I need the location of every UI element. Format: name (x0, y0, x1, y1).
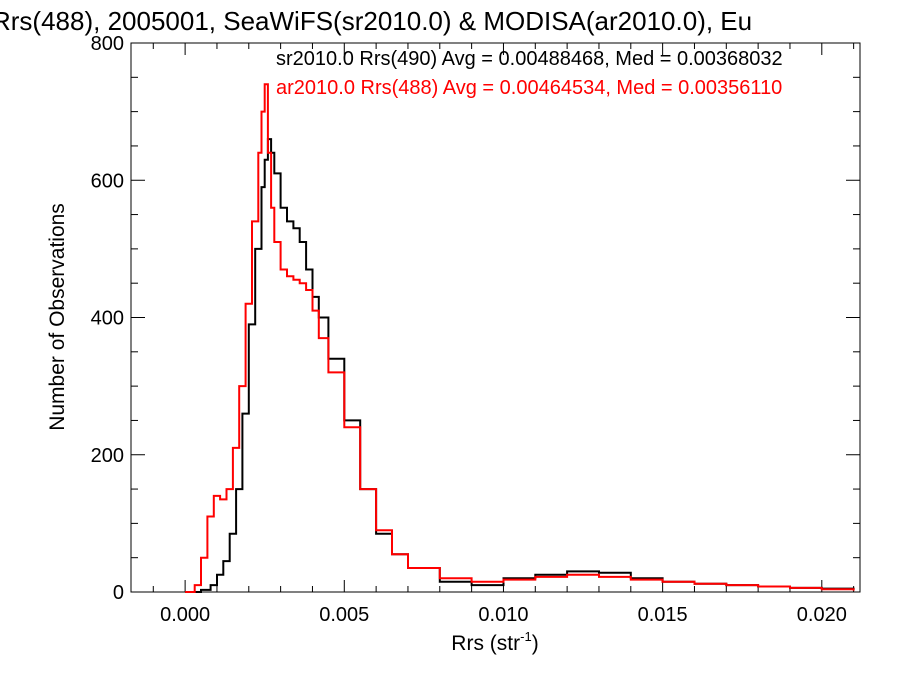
y-tick-label: 0 (113, 582, 124, 604)
y-tick-label: 200 (91, 445, 124, 467)
legend-entry-black: sr2010.0 Rrs(490) Avg = 0.00488468, Med … (276, 48, 783, 70)
series-layer (185, 83, 855, 593)
legend-entry-red: ar2010.0 Rrs(488) Avg = 0.00464534, Med … (276, 77, 782, 99)
x-tick-label: 0.005 (319, 604, 369, 626)
y-axis-label: Number of Observations (46, 203, 69, 431)
y-tick-label: 400 (91, 308, 124, 330)
plot-frame (130, 42, 861, 593)
x-axis-label-superscript: -1 (520, 629, 532, 644)
x-tick-label: 0.020 (797, 604, 847, 626)
series-black-line (185, 138, 855, 593)
x-tick-label: 0.015 (638, 604, 688, 626)
plot-border (130, 42, 861, 593)
x-axis-label-close: ) (532, 632, 539, 655)
series-red-line (185, 83, 855, 593)
x-axis-label: Rrs (str-1) (451, 629, 538, 655)
chart-title: Rrs(488), 2005001, SeaWiFS(sr2010.0) & M… (0, 6, 752, 36)
y-axis: 0 200 400 600 800 (91, 33, 860, 604)
y-tick-label: 800 (91, 33, 124, 55)
x-axis-label-main: Rrs (str (451, 632, 520, 655)
x-tick-label: 0.010 (478, 604, 528, 626)
x-tick-label: 0.000 (160, 604, 210, 626)
y-tick-label: 600 (91, 170, 124, 192)
x-axis: 0.000 0.005 0.010 0.015 0.020 (152, 43, 855, 626)
